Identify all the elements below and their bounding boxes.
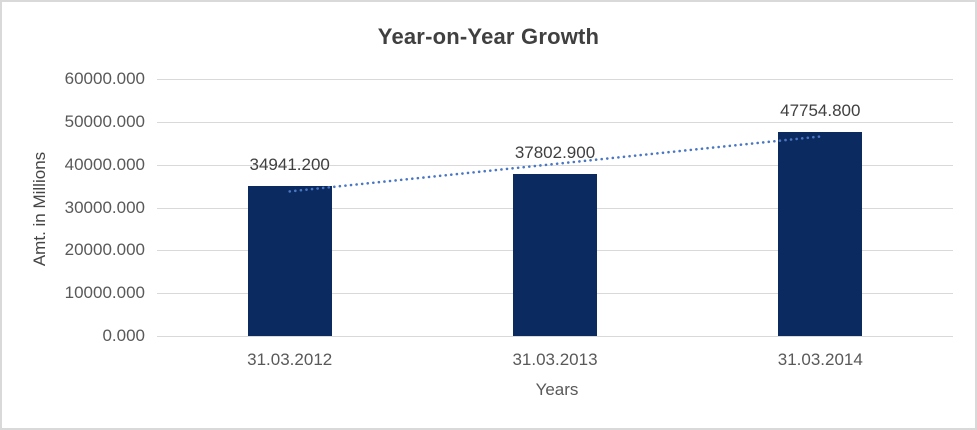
bar-31.03.2014[interactable] <box>778 131 863 336</box>
data-label: 34941.200 <box>249 155 330 175</box>
data-label: 47754.800 <box>780 100 861 120</box>
y-axis-tick-label: 60000.000 <box>64 69 145 88</box>
x-axis-tick-label: 31.03.2012 <box>247 350 333 369</box>
data-label: 37802.900 <box>514 143 596 163</box>
bar-31.03.2012[interactable] <box>247 186 332 336</box>
y-axis-tick-label: 0.000 <box>102 326 145 345</box>
y-axis-tick-label: 10000.000 <box>64 283 145 302</box>
bar-31.03.2013[interactable] <box>513 174 597 336</box>
gridline <box>157 336 953 337</box>
y-axis-tick-label: 50000.000 <box>64 112 145 131</box>
y-axis-tick-label: 30000.000 <box>64 198 145 217</box>
gridline <box>157 79 953 80</box>
x-axis-title: Years <box>535 380 579 399</box>
gridline <box>157 122 953 123</box>
y-axis-tick-label: 40000.000 <box>64 155 145 174</box>
x-axis-tick-label: 31.03.2014 <box>777 350 863 369</box>
chart-title: Year-on-Year Growth <box>377 24 600 49</box>
x-axis-tick-label: 31.03.2013 <box>512 350 598 369</box>
y-axis-tick-label: 20000.000 <box>64 240 145 259</box>
